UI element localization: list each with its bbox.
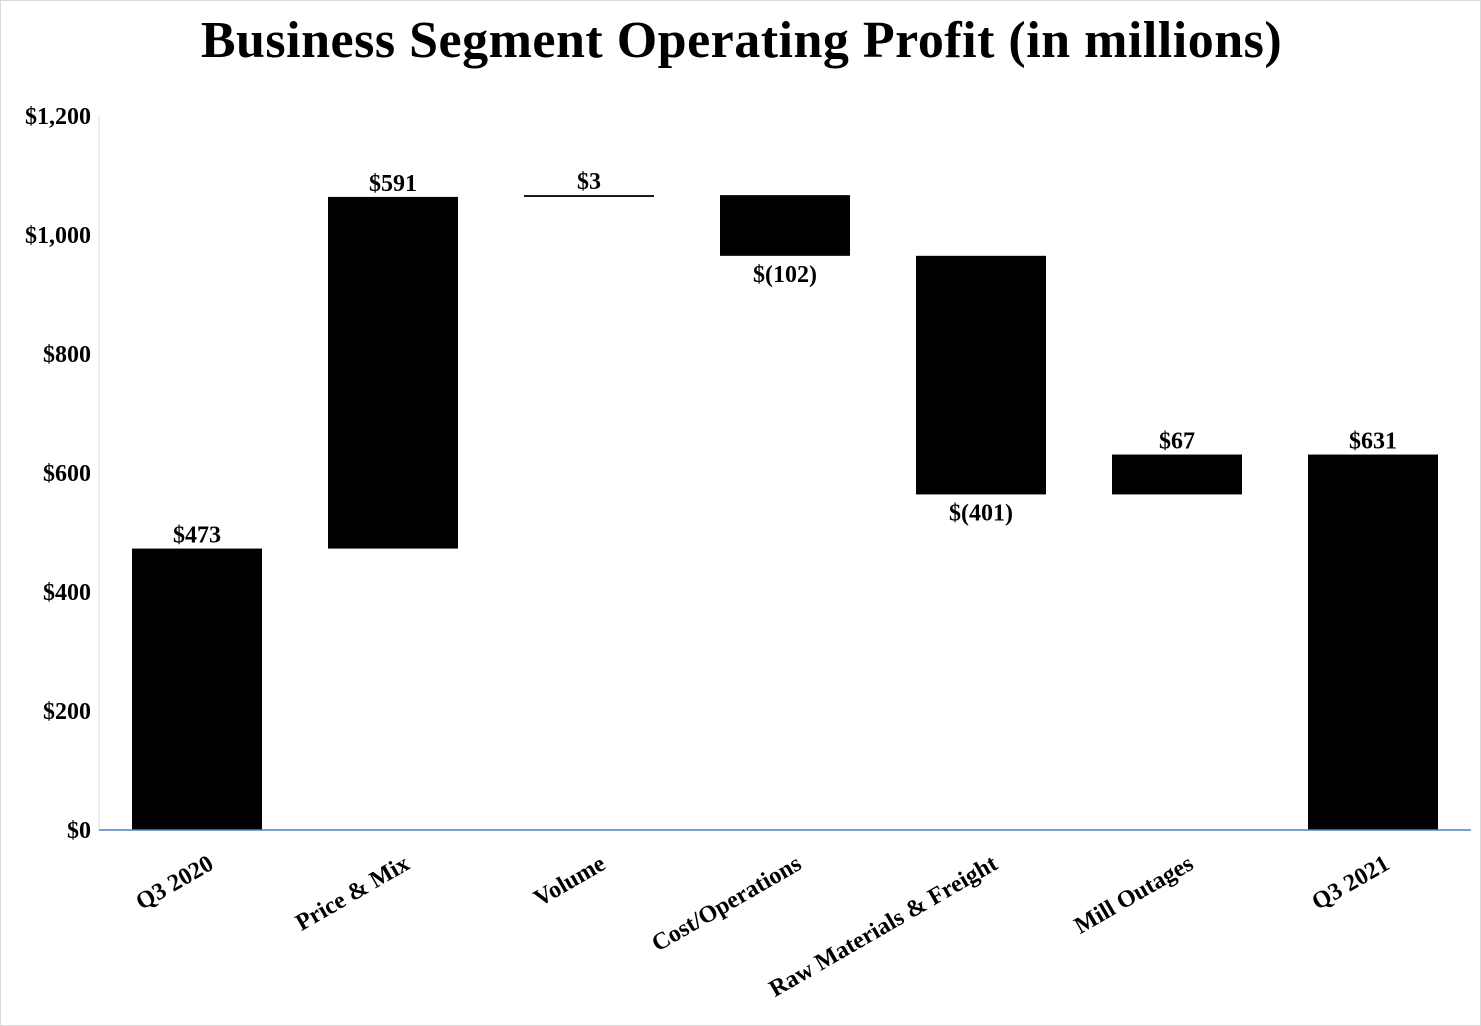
bar-1 [132,548,262,830]
data-label-1: $473 [173,523,221,549]
bar-4 [720,195,850,256]
x-category-label: Volume [530,851,611,913]
data-label-4: $(102) [753,262,817,288]
y-tick-label: $200 [43,699,91,725]
x-category-label: Q3 2020 [132,851,218,916]
bar-2 [328,196,458,549]
data-label-5: $(401) [949,500,1013,526]
x-category-label: Price & Mix [291,851,414,937]
bar-6 [1112,454,1242,495]
data-label-3: $3 [577,169,601,195]
bar-5 [916,255,1046,495]
y-tick-label: $400 [43,580,91,606]
y-axis: $0 $200 $400 $600 $800 $1,000 $1,200 [25,104,100,844]
data-label-2: $591 [369,171,417,197]
y-tick-label: $800 [43,342,91,368]
x-category-label: Mill Outages [1070,851,1198,940]
bar-7 [1308,454,1438,830]
chart-title: Business Segment Operating Profit (in mi… [200,12,1283,69]
data-label-6: $67 [1159,429,1195,455]
data-labels: $473 $591 $3 $(102) $(401) $67 $631 [173,169,1397,548]
data-label-7: $631 [1349,429,1397,455]
y-tick-label: $600 [43,461,91,487]
y-tick-label: $1,000 [25,223,91,249]
bar-3 [524,195,654,197]
y-tick-label: $1,200 [25,104,91,130]
x-category-label: Q3 2021 [1308,851,1394,916]
x-category-label: Cost/Operations [648,851,806,958]
bars [132,195,1438,830]
y-tick-label: $0 [67,818,91,844]
x-axis: Q3 2020 Price & Mix Volume Cost/OperationsR… [99,829,1471,1003]
